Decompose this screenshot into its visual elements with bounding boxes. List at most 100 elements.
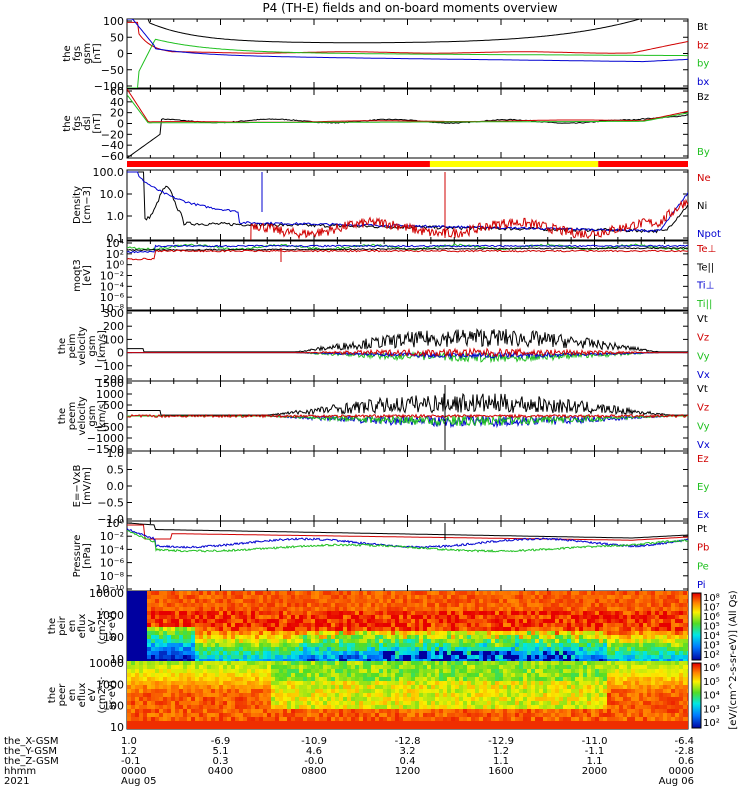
y-tick-label: 0 [117, 48, 124, 61]
spectrogram-electron-spectrogram [127, 661, 688, 729]
legend-entry: Ey [697, 482, 709, 493]
panel-frame-fgs-dsl [126, 88, 689, 159]
y-axis-label: en [67, 689, 78, 702]
y-axis-label: gsm [87, 405, 98, 426]
y-axis-label: [km/s] [97, 400, 108, 432]
series-by-dsl [127, 89, 688, 123]
footer-value: -12.8 [395, 736, 421, 747]
y-tick-label: 10⁻² [100, 530, 124, 543]
series-te-perp [127, 249, 688, 261]
legend-entry: Pi [697, 580, 706, 591]
y-tick-label: 10000 [89, 657, 124, 670]
colorbar-tick-label: 10⁷ [703, 603, 720, 614]
y-axis-label: eV [87, 688, 98, 701]
legend-entry: bx [697, 77, 709, 88]
y-axis-label: eflux [77, 683, 88, 708]
y-axis-label: the [62, 115, 73, 131]
y-tick-label: −40 [101, 139, 124, 152]
colorbar-tick-label: 10² [703, 718, 720, 729]
legend-entry: By [697, 147, 710, 158]
colorbar-tick-label: 10³ [703, 641, 720, 652]
y-axis-label: the [47, 687, 58, 703]
y-tick-label: 1000 [96, 678, 124, 691]
legend-entry: Vy [697, 421, 710, 432]
legend-entry: Pb [697, 543, 709, 554]
footer-value: -1.1 [585, 746, 605, 757]
series-pt [127, 522, 688, 539]
series-by [127, 38, 688, 88]
colorbar [691, 592, 702, 661]
y-tick-label: 0.1 [107, 232, 125, 245]
legend-entry: Ti|| [696, 299, 712, 310]
y-tick-label: 10⁻⁴ [100, 543, 125, 556]
y-tick-label: 1000 [96, 388, 124, 401]
y-tick-label: 10⁻⁶ [100, 557, 125, 570]
y-tick-label: 40 [110, 96, 124, 109]
series-te-par [127, 246, 688, 252]
y-tick-label: 10 [110, 653, 124, 666]
footer-value: 0800 [301, 766, 326, 777]
colorbar-label: [eV/(cm^2-s-sr-eV)] (All Qs) [728, 590, 739, 729]
footer-value: 1.2 [493, 746, 509, 757]
legend-entry: Pt [697, 524, 707, 535]
colorbar-tick-label: 10³ [703, 704, 720, 715]
y-tick-label: −1000 [87, 432, 124, 445]
y-tick-label: 60 [110, 85, 124, 98]
footer-value: -0.1 [121, 756, 141, 767]
mode-bar-segment [598, 161, 688, 167]
y-axis-label: peer [57, 683, 68, 707]
y-tick-label: 100 [103, 700, 124, 713]
y-axis-label: dsl [82, 116, 93, 130]
series-bt [127, 19, 642, 44]
y-tick-label: 10⁻² [100, 270, 124, 283]
y-tick-label: 10 [110, 721, 124, 734]
legend-entry: Npot [697, 229, 721, 240]
footer-value: 3.2 [400, 746, 416, 757]
footer-value: 1.2 [121, 746, 137, 757]
y-axis-label: velocity [77, 326, 88, 365]
legend-entry: Bz [697, 92, 709, 103]
y-axis-label: the [57, 408, 68, 424]
y-tick-label: −50 [101, 64, 124, 77]
y-tick-label: 100 [103, 631, 124, 644]
y-tick-label: −1500 [87, 443, 124, 456]
y-axis-label: fgs [72, 46, 83, 61]
footer-value: 0.3 [213, 756, 229, 767]
colorbar-tick-label: 10⁸ [703, 593, 720, 604]
y-tick-label: 10⁴ [106, 237, 125, 250]
y-tick-label: 10⁻⁴ [100, 280, 125, 293]
footer-value: 1.0 [121, 736, 137, 747]
page-title: P4 (TH-E) fields and on-board moments ov… [262, 1, 558, 15]
y-axis-label: en [67, 620, 78, 633]
footer-value: -12.9 [488, 736, 514, 747]
series-bx [127, 19, 688, 63]
y-axis-label: E=−VxB [72, 465, 83, 508]
series-bx-dsl [127, 94, 688, 124]
footer-value: Aug 06 [659, 776, 694, 787]
legend-entry: Te|| [696, 262, 714, 273]
footer-value: 0.6 [678, 756, 694, 767]
y-axis-label: sr·eV) [107, 611, 118, 640]
panel-frame-pressure [126, 520, 689, 592]
mode-bar-segment [127, 161, 430, 167]
footer-value: 5.1 [213, 746, 229, 757]
y-tick-label: 0.0 [107, 480, 125, 493]
y-axis-label: gsm [87, 335, 98, 356]
legend-entry: Vy [697, 351, 710, 362]
colorbar-tick-label: 10⁴ [703, 631, 720, 642]
legend-entry: Ex [697, 510, 709, 521]
y-axis-label: [cm−3] [82, 186, 93, 224]
footer-value: -11.0 [582, 736, 608, 747]
footer-row-label: the_Z-GSM [4, 756, 59, 767]
y-axis-label: gsm [82, 43, 93, 64]
legend-entry: Ez [697, 454, 709, 465]
colorbar-tick-label: 10⁶ [703, 612, 720, 623]
footer-value: Aug 05 [121, 776, 156, 787]
y-tick-label: 300 [103, 307, 124, 320]
y-tick-label: 100 [103, 15, 124, 28]
y-axis-label: eV [87, 619, 98, 632]
panel-frame-efield [126, 450, 689, 522]
y-axis-label: (cm2·s· [97, 607, 108, 644]
y-axis-label: peir [57, 615, 68, 635]
